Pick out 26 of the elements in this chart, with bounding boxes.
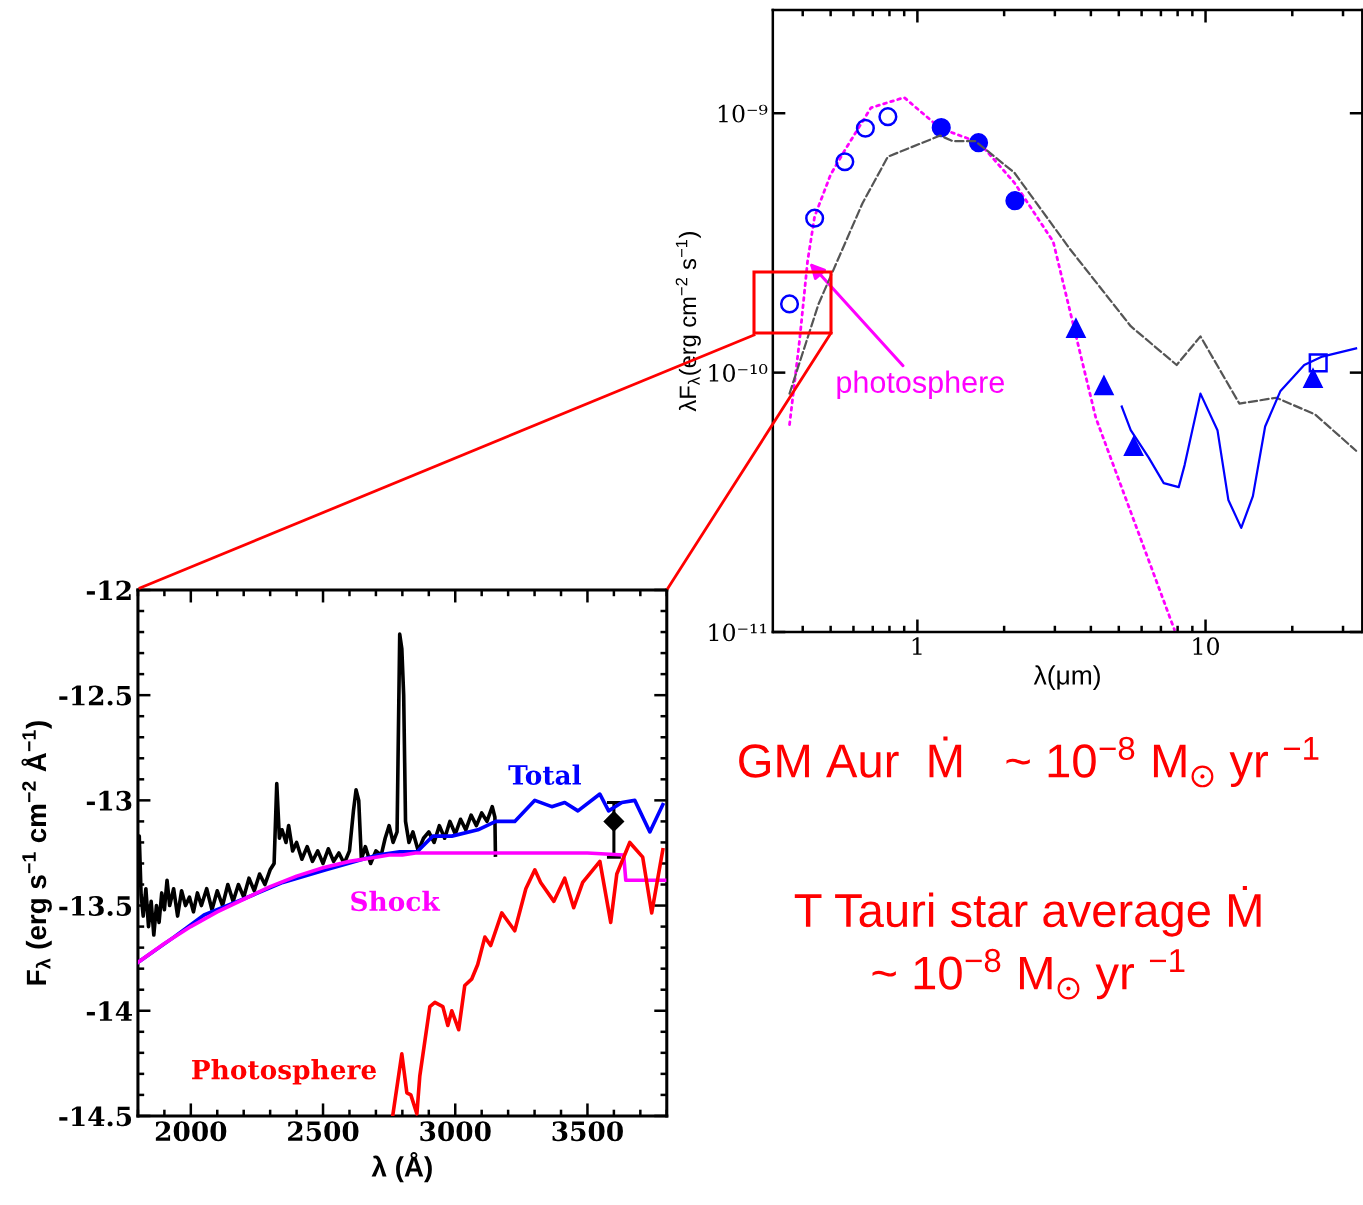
y-tick-label: -13 — [86, 790, 132, 811]
y-axis-title: λF$_{λ}$(erg cm$^{−2}$ s$^{−1}$) — [675, 232, 701, 412]
y-tick-label: -14 — [86, 1001, 132, 1021]
x-tick-label: 2500 — [288, 1121, 359, 1142]
line-series — [137, 851, 667, 965]
text: T Tauri star average Ṁ ~ 10$^{−8}$ M$_{⊙}$ yr $^{−1}$ — [794, 886, 1261, 1000]
x-tick-label: 2000 — [155, 1121, 227, 1142]
y-tick-label: 10⁻⁹ — [718, 104, 768, 123]
x-tick-label: 10 — [1193, 637, 1219, 656]
x-tick-label: 1 — [912, 637, 922, 655]
series-label: Total — [508, 764, 581, 785]
series-label: Photosphere — [192, 1059, 377, 1085]
text: F$_{λ}$ (erg s$^{−1}$ cm$^{−2}$ Å$^{−1}$) — [21, 721, 52, 985]
x-tick-label: 3500 — [552, 1121, 623, 1142]
x-tick-label: 3000 — [420, 1121, 491, 1142]
y-tick-label: -13.5 — [59, 896, 132, 916]
y-tick-label: 10⁻¹⁰ — [709, 364, 768, 382]
annotation: photosphere — [837, 370, 1004, 400]
x-axis-title: λ (Å) — [371, 1151, 432, 1183]
x-axis-title: λ(μm) — [1033, 665, 1100, 690]
y-tick-label: 10⁻¹¹ — [709, 623, 767, 642]
y-tick-label: -14.5 — [59, 1106, 132, 1127]
y-tick-label: -12 — [86, 580, 131, 600]
series-label: Shock — [351, 890, 441, 912]
text: GM Aur Ṁ ~ 10$^{−8}$ M$_{⊙}$ yr $^{−1}$ — [739, 736, 1319, 788]
y-tick-label: -12.5 — [59, 685, 132, 706]
